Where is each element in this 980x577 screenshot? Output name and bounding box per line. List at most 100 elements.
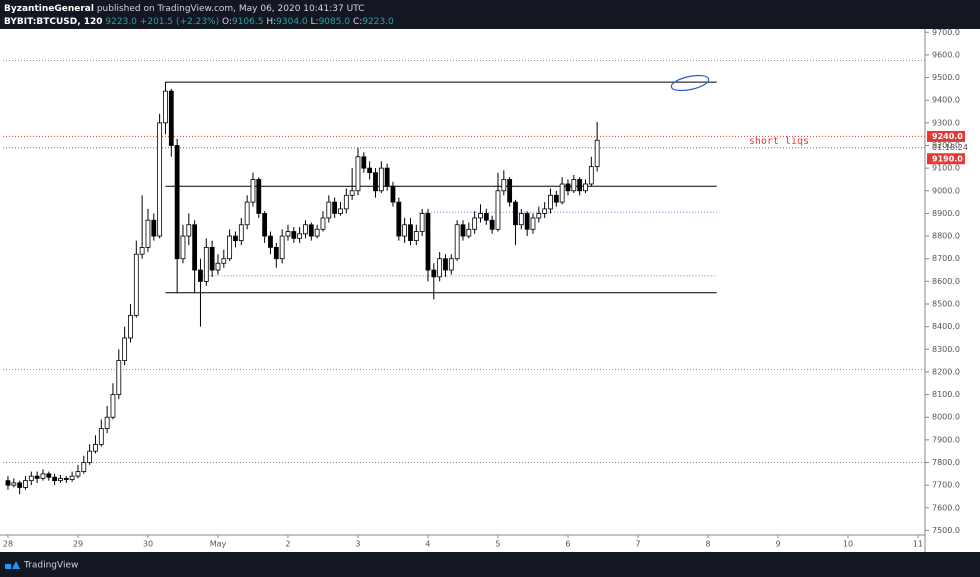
candle-body	[355, 156, 361, 192]
price-label: 9190.0	[932, 154, 963, 163]
candle-body	[227, 235, 233, 260]
candle-body	[513, 201, 518, 226]
candle-body	[343, 194, 349, 210]
candle-body	[93, 444, 98, 452]
candle-body	[133, 253, 139, 316]
last-price: 9223.0	[105, 17, 137, 27]
candle-body	[384, 167, 390, 187]
candle-body	[536, 213, 542, 219]
ohlc-l: 9085.0	[319, 17, 351, 27]
candle-body	[69, 475, 75, 480]
brand: TradingView	[23, 561, 78, 571]
candle-body	[413, 231, 419, 242]
candle-body	[285, 231, 291, 237]
candle-body	[256, 179, 262, 214]
footer-bar	[0, 552, 980, 577]
candle-body	[238, 224, 244, 242]
candle-body	[338, 208, 343, 214]
candle-body	[233, 235, 238, 242]
candle-body	[373, 172, 378, 192]
candle-body	[40, 473, 46, 479]
ohlc-c: 9223.0	[362, 17, 394, 27]
y-tick-label: 8200.0	[932, 367, 960, 376]
plot: 7500.07600.07700.07800.07900.08000.08100…	[3, 28, 968, 549]
candle-body	[553, 194, 559, 203]
candle-body	[104, 416, 110, 429]
candle-body	[81, 462, 87, 472]
candle-body	[203, 246, 209, 282]
candle-body	[250, 179, 256, 203]
candle-body	[192, 224, 198, 271]
candle-body	[378, 167, 384, 192]
header-bar	[0, 0, 980, 29]
y-tick-label: 8400.0	[932, 322, 960, 331]
x-tick-label: 30	[143, 540, 153, 549]
candle-body	[139, 246, 145, 255]
candle-body	[349, 190, 355, 196]
candle-body	[518, 213, 524, 226]
candle-body	[308, 224, 314, 237]
y-tick-label: 8600.0	[932, 277, 960, 286]
y-tick-label: 7800.0	[932, 458, 960, 467]
candle-body	[145, 219, 151, 248]
candle-body	[5, 480, 11, 486]
x-tick-label: 6	[565, 540, 570, 549]
y-tick-label: 9000.0	[932, 186, 960, 195]
candle-body	[28, 475, 34, 482]
candle-body	[571, 179, 577, 192]
candle-body	[577, 179, 583, 192]
candle-body	[157, 122, 163, 237]
x-tick-label: 3	[355, 540, 360, 549]
candle-body	[122, 337, 128, 362]
candle-body	[98, 428, 104, 445]
candle-body	[23, 480, 28, 488]
candle-body	[63, 477, 69, 480]
candle-body	[583, 183, 588, 192]
candle-body	[116, 360, 122, 395]
ohlc-o-key: O:	[222, 17, 232, 27]
candle-body	[174, 145, 180, 260]
candle-body	[565, 183, 571, 192]
candle-body	[314, 228, 320, 237]
x-tick-label: 11	[913, 540, 923, 549]
candle-body	[483, 213, 489, 221]
candle-body	[594, 139, 600, 168]
candle-body	[507, 179, 513, 203]
candle-body	[87, 450, 93, 463]
candle-body	[402, 224, 408, 237]
x-tick-label: 9	[775, 540, 780, 549]
candle-body	[244, 201, 250, 226]
y-tick-label: 8800.0	[932, 232, 960, 241]
candle-body	[297, 233, 303, 239]
x-tick-label: 2	[285, 540, 290, 549]
candle-body	[58, 477, 63, 482]
candle-body	[110, 394, 116, 418]
candle-body	[151, 219, 157, 237]
price-label-box	[927, 153, 965, 165]
x-tick-label: 29	[73, 540, 83, 549]
x-tick-label: 28	[3, 540, 13, 549]
candle-body	[303, 224, 308, 235]
change: +201.5 (+2.23%)	[140, 17, 219, 27]
candle-body	[332, 201, 338, 214]
candle-body	[524, 213, 530, 230]
published: published on TradingView.com, May 06, 20…	[97, 4, 365, 14]
price-label: 9240.0	[932, 132, 963, 141]
logo-icon	[5, 561, 20, 569]
x-tick-label: May	[210, 540, 227, 549]
y-tick-label: 7600.0	[932, 503, 960, 512]
candle-body	[460, 224, 466, 237]
candle-body	[548, 194, 553, 210]
candle-body	[34, 475, 40, 479]
x-tick-label: 5	[495, 540, 500, 549]
x-tick-label: 4	[425, 540, 430, 549]
x-tick-label: 8	[705, 540, 710, 549]
candle-body	[268, 235, 273, 248]
candle-body	[489, 219, 495, 230]
candle-body	[291, 231, 297, 239]
candle-body	[52, 476, 58, 482]
candle-body	[361, 156, 367, 169]
candle-body	[443, 258, 448, 271]
